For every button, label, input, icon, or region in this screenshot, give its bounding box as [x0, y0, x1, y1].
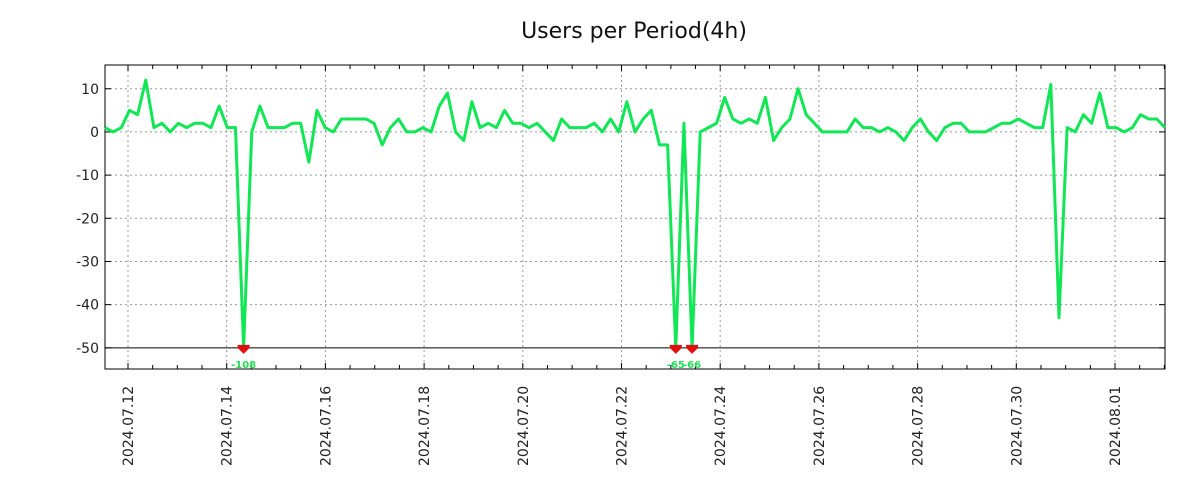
chart-title: Users per Period(4h) — [521, 19, 747, 44]
x-tick-label: 2024.08.01 — [1108, 386, 1124, 466]
series-line-users — [104, 78, 1167, 350]
clipped-value-marker — [686, 344, 699, 354]
axes: 10 0 -10 -20 -30 -40 -50 2024.07.12 2024.07.14 20… — [76, 64, 1166, 466]
y-tick-label: -30 — [76, 254, 99, 270]
clipped-value-marker — [669, 344, 682, 354]
clipped-value-label: -108 — [231, 360, 256, 371]
y-tick-label: -50 — [76, 341, 99, 357]
clipped-value-marker — [237, 344, 250, 354]
x-tick-label: 2024.07.12 — [121, 386, 137, 466]
x-tick-label: 2024.07.26 — [812, 386, 828, 466]
x-tick-label: 2024.07.24 — [713, 386, 729, 466]
x-tick-label: 2024.07.18 — [417, 386, 433, 466]
x-tick-label: 2024.07.30 — [1009, 386, 1025, 466]
clipped-value-label: -66 — [683, 360, 701, 371]
x-tick-label: 2024.07.28 — [911, 386, 927, 466]
plot-frame — [104, 64, 1166, 370]
x-tick-label: 2024.07.14 — [220, 386, 236, 466]
y-tick-label: -20 — [76, 211, 99, 227]
grid — [105, 65, 1165, 369]
clipped-value-label: -65 — [667, 360, 685, 371]
series — [104, 78, 1167, 350]
y-tick-label: 10 — [81, 82, 99, 98]
y-tick-label: -10 — [76, 168, 99, 184]
x-tick-label: 2024.07.16 — [318, 386, 334, 466]
y-tick-label: -40 — [76, 298, 99, 314]
x-tick-label: 2024.07.22 — [615, 386, 631, 466]
x-tick-label: 2024.07.20 — [516, 386, 532, 466]
y-tick-label: 0 — [90, 125, 99, 141]
clip-markers: -108 -65-66 — [231, 344, 701, 371]
